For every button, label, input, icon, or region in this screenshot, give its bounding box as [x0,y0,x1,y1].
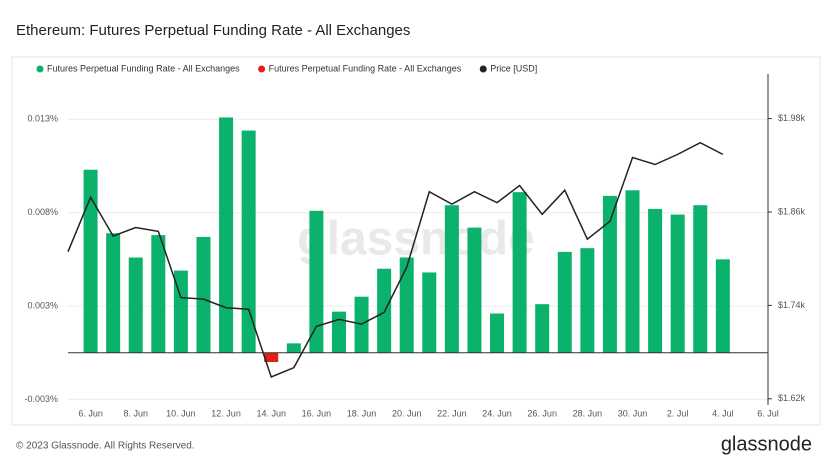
bar [490,313,505,353]
bar [715,259,730,353]
bar [83,169,98,353]
x-tick-label: 6. Jul [757,408,779,418]
price-line [67,141,724,378]
y2-tick-label: $1.98k [778,113,806,123]
logo: glassnode [721,433,812,455]
bar [106,233,121,353]
bar [602,195,617,353]
legend-label: Futures Perpetual Funding Rate - All Exc… [269,63,462,73]
bar [128,257,143,353]
x-tick-label: 12. Jun [211,408,241,418]
watermark: glassnode [297,213,534,266]
x-tick-label: 18. Jun [347,408,377,418]
x-tick-label: 20. Jun [392,408,422,418]
bar [648,208,663,353]
bar [467,227,482,353]
legend-label: Price [USD] [490,63,537,73]
x-tick-label: 2. Jul [667,408,689,418]
x-tick-label: 6. Jun [78,408,103,418]
x-tick-label: 28. Jun [573,408,603,418]
bar [151,235,166,353]
bar [693,205,708,353]
bar [309,210,324,353]
bar [331,311,346,353]
y2-tick-label: $1.86k [778,206,806,216]
x-tick-label: 26. Jun [527,408,557,418]
y2-tick-label: $1.62k [778,393,806,403]
bar [535,304,550,353]
y-tick-label: 0.008% [27,207,58,217]
x-tick-label: 8. Jun [123,408,148,418]
x-tick-label: 30. Jun [618,408,648,418]
x-tick-label: 22. Jun [437,408,467,418]
bar [557,251,572,353]
bar [422,272,437,353]
bar [512,192,527,353]
chart-frame [11,56,821,426]
x-tick-label: 10. Jun [166,408,196,418]
bar [264,352,279,363]
legend-label: Futures Perpetual Funding Rate - All Exc… [47,63,240,73]
bar [196,236,211,353]
y-tick-label: 0.013% [27,114,58,124]
bar [173,270,188,353]
bar [625,190,640,353]
x-tick-label: 24. Jun [482,408,512,418]
bar [670,214,685,353]
bar [286,343,301,353]
x-tick-label: 4. Jul [712,408,734,418]
y-tick-label: 0.003% [27,300,58,310]
legend-marker [36,65,44,73]
footer: © 2023 Glassnode. All Rights Reserved. [16,441,195,452]
bar [444,205,459,353]
bar [219,117,234,353]
chart-title: Ethereum: Futures Perpetual Funding Rate… [16,22,410,39]
bar [399,257,414,353]
y-tick-label: -0.003% [24,394,58,404]
legend-marker [479,65,487,73]
legend-marker [258,65,266,73]
bar [241,130,256,353]
bar [580,248,595,353]
y2-tick-label: $1.74k [778,300,806,310]
x-tick-label: 14. Jun [256,408,286,418]
x-tick-label: 16. Jun [302,408,332,418]
